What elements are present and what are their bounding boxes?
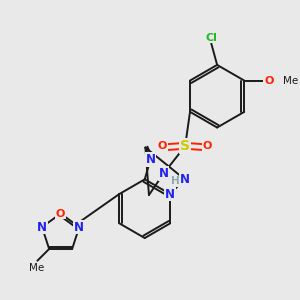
Text: O: O xyxy=(56,208,65,219)
Text: Cl: Cl xyxy=(205,32,217,43)
Text: H: H xyxy=(171,176,180,186)
Text: N: N xyxy=(146,153,155,166)
Text: O: O xyxy=(203,141,212,151)
Text: N: N xyxy=(37,220,47,234)
Text: N: N xyxy=(159,167,169,180)
Text: O: O xyxy=(264,76,273,85)
Text: S: S xyxy=(180,139,190,153)
Text: N: N xyxy=(179,172,190,186)
Text: Me: Me xyxy=(29,262,44,272)
Text: N: N xyxy=(74,220,84,234)
Text: Me: Me xyxy=(284,76,298,85)
Text: N: N xyxy=(165,188,175,200)
Text: O: O xyxy=(158,141,167,151)
